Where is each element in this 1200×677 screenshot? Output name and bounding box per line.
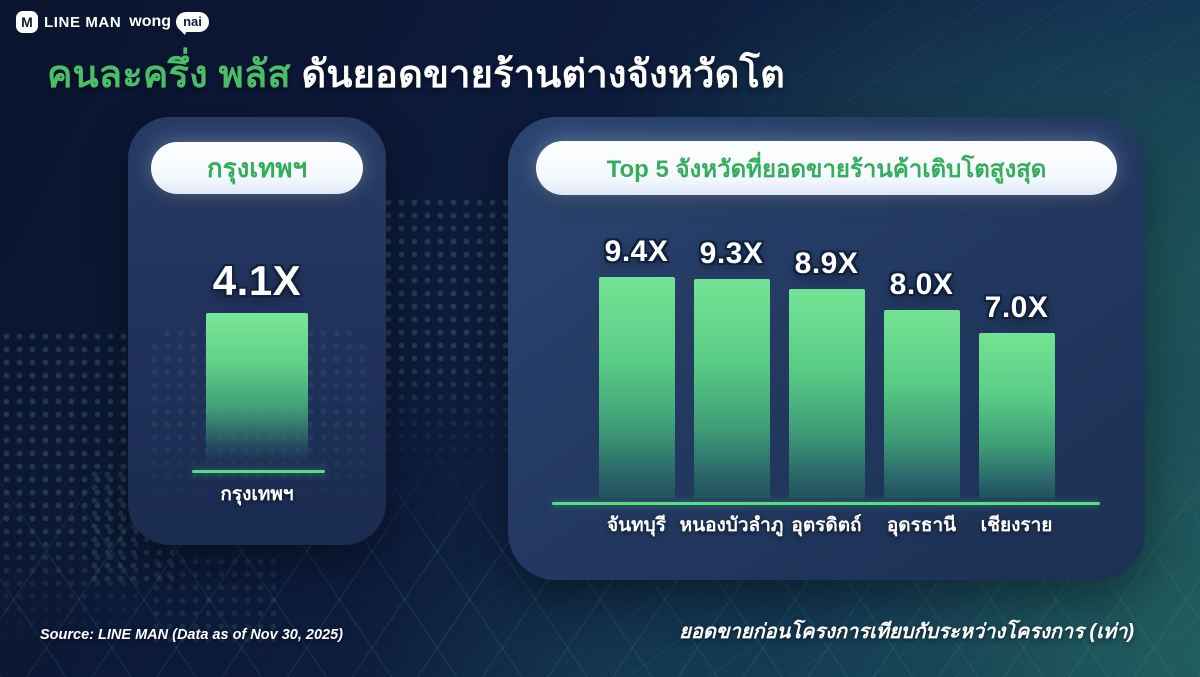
top5-pill-header: Top 5 จังหวัดที่ยอดขายร้านค้าเติบโตสูงสุ…: [536, 141, 1117, 195]
bar-group: 8.9X: [779, 247, 874, 498]
dot-map-pattern: [0, 330, 138, 648]
top5-panel: Top 5 จังหวัดที่ยอดขายร้านค้าเติบโตสูงสุ…: [508, 117, 1145, 580]
axis-category-label: กรุงเทพฯ: [220, 484, 294, 505]
bar-group: 9.3X: [684, 237, 779, 498]
bar: [978, 333, 1055, 498]
title-highlight: คนละครึ่ง พลัส: [47, 54, 291, 96]
page-title: คนละครึ่ง พลัส ดันยอดขายร้านต่างจังหวัดโ…: [47, 52, 785, 98]
bar-group: 9.4X: [589, 235, 684, 498]
bar: [598, 277, 675, 498]
bangkok-bars-row: 4.1X: [128, 257, 386, 465]
lineman-wongnai-logo: M LINE MAN wong nai: [16, 11, 209, 35]
bar: [206, 313, 308, 465]
bar-group: 4.1X: [177, 257, 337, 465]
bar: [883, 310, 960, 498]
axis-category-label: อุตรดิตถ์: [791, 515, 862, 536]
bar-value-label: 7.0X: [984, 291, 1049, 324]
top5-axis-labels: จันทบุรี หนองบัวลำภู อุตรดิตถ์ อุดรธานี เชีย…: [508, 510, 1145, 540]
bar-value-label: 4.1X: [212, 257, 302, 304]
bar-value-label: 9.3X: [699, 237, 764, 270]
unit-note: ยอดขายก่อนโครงการเทียบกับระหว่างโครงการ …: [679, 621, 1134, 643]
bar: [788, 289, 865, 498]
bar: [693, 279, 770, 498]
logo-lineman-text: LINE MAN: [44, 13, 122, 31]
bar-value-label: 9.4X: [604, 235, 669, 268]
bar-group: 8.0X: [874, 268, 969, 498]
title-rest: ดันยอดขายร้านต่างจังหวัดโต: [290, 54, 785, 96]
logo-wong-text: wong: [129, 13, 172, 30]
bangkok-axis-labels: กรุงเทพฯ: [128, 479, 386, 509]
logo-nai-bubble: nai: [176, 12, 209, 35]
top5-axis-line: [552, 502, 1100, 505]
axis-category-label: อุดรธานี: [886, 515, 957, 536]
lineman-m-icon: M: [16, 11, 38, 33]
axis-category-label: จันทบุรี: [607, 515, 666, 536]
bar-value-label: 8.0X: [889, 268, 954, 301]
source-caption: Source: LINE MAN (Data as of Nov 30, 202…: [40, 627, 343, 643]
axis-category-label: หนองบัวลำภู: [679, 515, 784, 536]
bangkok-pill-header: กรุงเทพฯ: [151, 142, 363, 194]
bar-value-label: 8.9X: [794, 247, 859, 280]
bangkok-axis-line: [192, 470, 325, 473]
top5-bars-row: 9.4X 9.3X 8.9X 8.0X 7.0X: [508, 235, 1145, 498]
bangkok-panel: กรุงเทพฯ 4.1X กรุงเทพฯ: [128, 117, 386, 545]
axis-category-label: เชียงราย: [980, 515, 1053, 536]
bar-group: 7.0X: [969, 291, 1064, 498]
